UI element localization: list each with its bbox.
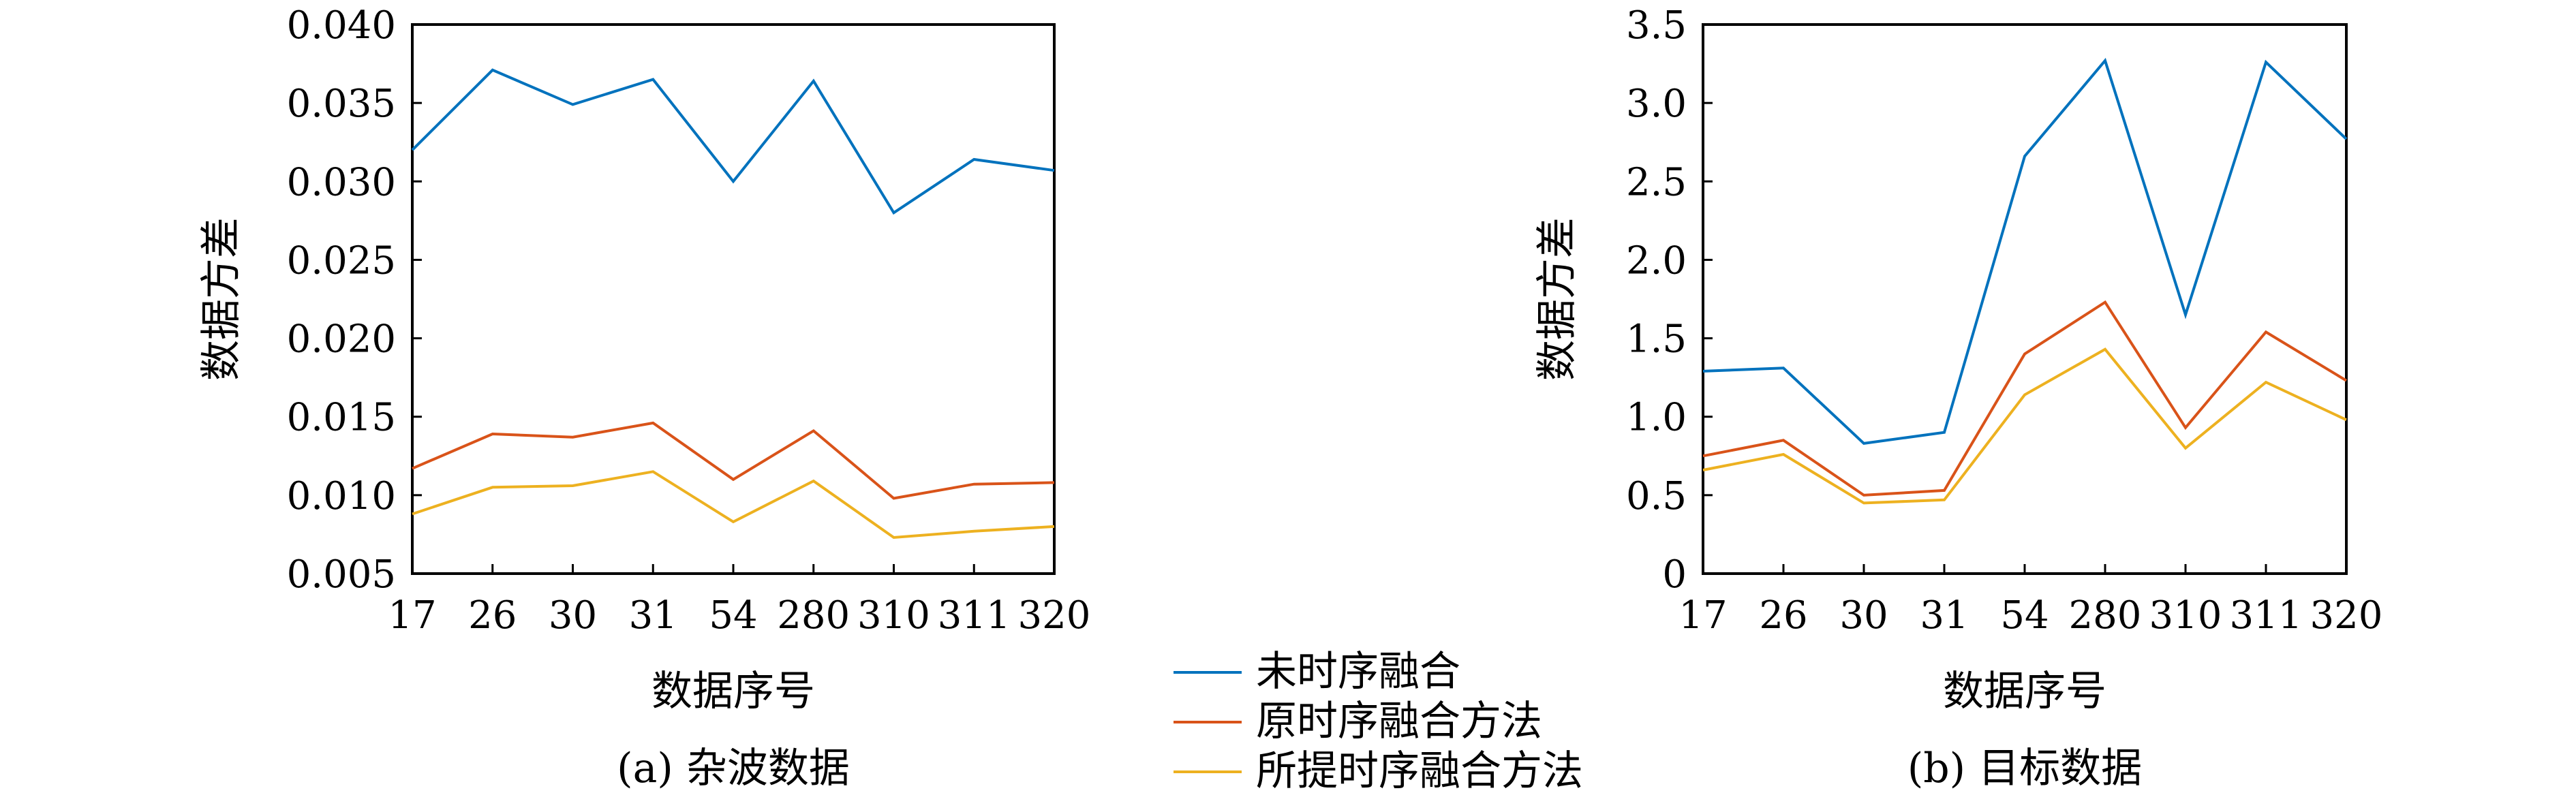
chart-caption: (b) 目标数据 [1907, 745, 2142, 792]
x-tick-label: 54 [709, 593, 757, 638]
line-series3 [1702, 347, 2347, 505]
x-tick-label: 17 [1678, 593, 1727, 638]
plot-frame [411, 23, 1056, 575]
series-lines [1702, 57, 2348, 505]
y-axis-ticks: 0.005 0.010 0.015 0.020 0.025 0.030 0.035 0.040 [287, 3, 422, 597]
x-tick-label: 311 [2230, 593, 2303, 638]
chart-target-data: 00.51.01.52.02.53.03.5 17 26 30 31 54 280 310 3… [1533, 3, 2382, 792]
y-tick-label: 2.0 [1626, 238, 1687, 283]
series-lines [411, 68, 1055, 540]
y-tick-label: 0.020 [287, 317, 396, 362]
x-tick-label: 31 [629, 593, 677, 638]
y-tick-label: 1.5 [1626, 317, 1687, 362]
x-axis-label: 数据序号 [1943, 668, 2106, 715]
y-axis-ticks: 0 0.5 1.0 1.5 2.0 2.5 3.0 3.5 [1626, 3, 1713, 597]
legend: 未时序融合 原时序融合方法 所提时序融合方法 [1174, 648, 1583, 795]
x-axis-ticks: 17 26 30 31 54 280 310 311 320 [388, 564, 1090, 638]
y-tick-label: 0.005 [287, 552, 396, 597]
y-tick-label: 3.5 [1626, 3, 1687, 48]
x-tick-label: 280 [777, 593, 850, 638]
x-axis-label: 数据序号 [651, 668, 815, 715]
x-tick-label: 311 [938, 593, 1011, 638]
plot-frame [1702, 23, 2348, 575]
x-tick-label: 30 [1839, 593, 1888, 638]
y-tick-label: 0.015 [287, 396, 396, 440]
line-series1 [411, 68, 1055, 215]
x-tick-label: 310 [2149, 593, 2222, 638]
y-tick-label: 2.5 [1626, 160, 1687, 204]
x-axis-ticks: 17 26 30 31 54 280 310 311 320 [1678, 564, 2382, 638]
legend-label-series1: 未时序融合 [1256, 648, 1460, 696]
y-tick-label: 1.0 [1626, 396, 1687, 440]
line-series2 [412, 421, 1055, 500]
y-tick-label: 0.030 [287, 160, 396, 204]
legend-label-series3: 所提时序融合方法 [1256, 747, 1583, 795]
chart-clutter-data: 0.005 0.010 0.015 0.020 0.025 0.030 0.035 0.040… [198, 3, 1090, 792]
x-tick-label: 17 [388, 593, 436, 638]
y-axis-label: 数据方差 [198, 217, 245, 381]
y-axis-label: 数据方差 [1533, 217, 1581, 381]
y-tick-label: 0.025 [287, 238, 396, 283]
x-tick-label: 26 [1759, 593, 1807, 638]
y-tick-label: 0.010 [287, 474, 396, 518]
x-tick-label: 280 [2069, 593, 2142, 638]
y-tick-label: 0.040 [287, 3, 396, 48]
y-tick-label: 0.5 [1626, 474, 1687, 518]
y-tick-label: 3.0 [1626, 82, 1687, 126]
x-tick-label: 26 [468, 593, 517, 638]
chart-caption: (a) 杂波数据 [617, 745, 850, 792]
x-tick-label: 320 [1018, 593, 1091, 638]
line-series1 [1702, 57, 2348, 446]
x-tick-label: 54 [2000, 593, 2049, 638]
y-tick-label: 0 [1662, 552, 1687, 597]
legend-label-series2: 原时序融合方法 [1256, 698, 1542, 745]
y-tick-label: 0.035 [287, 82, 396, 126]
line-series2 [1702, 300, 2348, 497]
x-tick-label: 31 [1920, 593, 1968, 638]
x-tick-label: 320 [2310, 593, 2383, 638]
x-tick-label: 30 [549, 593, 597, 638]
line-series3 [412, 470, 1055, 540]
x-tick-label: 310 [857, 593, 930, 638]
